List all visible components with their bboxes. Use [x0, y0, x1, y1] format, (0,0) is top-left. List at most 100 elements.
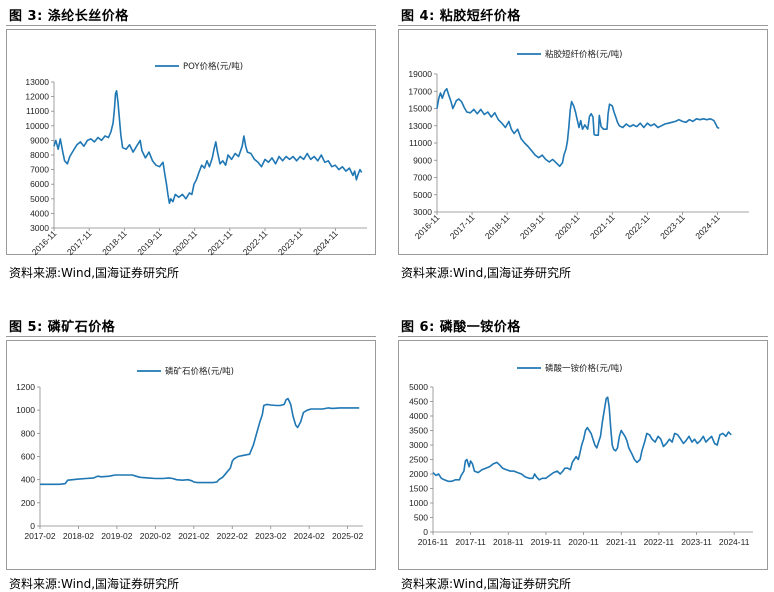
- source-note: 资料来源:Wind,国海证券研究所: [9, 577, 180, 591]
- title-divider: [398, 336, 768, 337]
- y-tick-label: 1500: [409, 484, 428, 494]
- y-tick-label: 8000: [30, 150, 49, 160]
- x-tick-label: 2019-11: [135, 228, 164, 256]
- x-tick-label: 2017-11: [65, 228, 94, 256]
- x-tick-label: 2021-02: [178, 531, 209, 541]
- x-tick-label: 2018-02: [63, 531, 94, 541]
- source-note: 资料来源:Wind,国海证券研究所: [401, 266, 572, 280]
- y-tick-label: 4000: [409, 411, 428, 421]
- y-tick-label: 3000: [409, 440, 428, 450]
- y-tick-label: 17000: [408, 86, 432, 96]
- y-tick-label: 19000: [408, 69, 432, 79]
- y-tick-label: 7000: [30, 165, 49, 175]
- x-tick-label: 2020-11: [568, 537, 599, 547]
- x-tick-label: 2023-11: [276, 228, 305, 256]
- y-tick-label: 1000: [409, 498, 428, 508]
- y-tick-label: 13000: [408, 121, 432, 131]
- y-tick-label: 3000: [30, 223, 49, 233]
- x-tick-label: 2023-11: [658, 212, 687, 241]
- y-tick-label: 3000: [413, 207, 432, 217]
- series-line: [53, 90, 363, 204]
- y-tick-label: 2500: [409, 455, 428, 465]
- x-tick-label: 2020-11: [170, 228, 199, 256]
- x-tick-label: 2017-11: [455, 537, 486, 547]
- chart-area: 0 200 400 600 800 1000 1200 2017-02 2018-02 2019-…: [6, 340, 376, 570]
- figure-title: 图 5: 磷矿石价格: [9, 320, 116, 335]
- chart-area: 0 500 1000 1500 2000 2500 3000 3500 4000 4500 5000…: [398, 340, 768, 570]
- figure-title: 图 3: 涤纶长丝价格: [9, 9, 129, 24]
- y-tick-label: 15000: [408, 104, 432, 114]
- series-line: [436, 87, 720, 168]
- y-tick-label: 3500: [409, 426, 428, 436]
- x-tick-label: 2018-11: [100, 228, 129, 256]
- legend-label: 磷酸一铵价格(元/吨): [545, 363, 623, 374]
- chart-area: 3000 4000 5000 6000 7000 8000 9000 10000 11000 12…: [6, 29, 376, 256]
- x-tick-label: 2018-11: [493, 537, 524, 547]
- x-tick-label: 2019-11: [531, 537, 562, 547]
- x-tick-label: 2019-11: [518, 212, 547, 241]
- y-tick-label: 5000: [409, 382, 428, 392]
- legend-label: 粘胶短纤价格(元/吨): [545, 49, 623, 60]
- y-tick-label: 11000: [26, 106, 49, 116]
- source-note: 资料来源:Wind,国海证券研究所: [401, 577, 572, 591]
- legend-label: POY价格(元/吨): [183, 61, 243, 72]
- y-tick-label: 9000: [413, 155, 432, 165]
- chart-area: 3000 5000 7000 9000 11000 13000 15000 17000 1900…: [398, 29, 768, 255]
- y-tick-label: 7000: [413, 173, 432, 183]
- y-tick-label: 9000: [30, 135, 49, 145]
- x-tick-label: 2022-02: [217, 531, 248, 541]
- y-tick-label: 6000: [30, 179, 49, 189]
- x-tick-label: 2020-02: [140, 531, 171, 541]
- title-divider: [398, 25, 768, 26]
- x-tick-label: 2018-11: [483, 212, 512, 241]
- x-tick-label: 2023-02: [255, 531, 286, 541]
- y-tick-label: 5000: [413, 190, 432, 200]
- y-tick-label: 1200: [16, 382, 35, 392]
- y-tick-label: 5000: [30, 194, 49, 204]
- y-tick-label: 2000: [409, 469, 428, 479]
- poy-price-chart: 3000 4000 5000 6000 7000 8000 9000 10000 11000 12…: [25, 61, 367, 256]
- y-tick-label: 600: [21, 452, 35, 462]
- figure-title: 图 6: 磷酸一铵价格: [401, 320, 521, 335]
- y-tick-label: 4500: [409, 397, 428, 407]
- y-tick-label: 13000: [25, 77, 49, 87]
- y-tick-label: 4000: [30, 208, 49, 218]
- x-tick-label: 2021-11: [606, 537, 637, 547]
- title-divider: [6, 25, 376, 26]
- viscose-price-chart: 3000 5000 7000 9000 11000 13000 15000 17000 1900…: [408, 49, 749, 241]
- x-tick-label: 2017-11: [448, 212, 477, 241]
- x-tick-label: 2017-02: [24, 531, 55, 541]
- figure-title: 图 4: 粘胶短纤价格: [401, 9, 521, 24]
- x-tick-label: 2022-11: [644, 537, 675, 547]
- series-line: [432, 396, 732, 483]
- y-tick-label: 12000: [25, 92, 49, 102]
- series-line: [40, 397, 360, 486]
- y-tick-label: 0: [423, 527, 428, 537]
- x-tick-label: 2021-11: [206, 228, 235, 256]
- x-tick-label: 2020-11: [553, 212, 582, 241]
- x-tick-label: 2024-11: [311, 228, 340, 256]
- y-tick-label: 800: [21, 428, 35, 438]
- y-tick-label: 10000: [25, 121, 49, 131]
- y-tick-label: 400: [21, 475, 35, 485]
- x-tick-label: 2025-02: [332, 531, 363, 541]
- title-divider: [6, 336, 376, 337]
- legend-label: 磷矿石价格(元/吨): [165, 366, 234, 377]
- x-tick-label: 2022-11: [241, 228, 270, 256]
- x-tick-label: 2019-02: [101, 531, 132, 541]
- x-tick-label: 2023-11: [681, 537, 712, 547]
- y-tick-label: 500: [414, 513, 428, 523]
- y-tick-label: 200: [21, 498, 35, 508]
- y-tick-label: 1000: [16, 405, 35, 415]
- x-tick-label: 2021-11: [588, 212, 617, 241]
- phosphate-rock-price-chart: 0 200 400 600 800 1000 1200 2017-02 2018-02 2019-…: [16, 366, 363, 541]
- x-tick-label: 2024-11: [693, 212, 722, 241]
- y-tick-label: 0: [30, 521, 35, 531]
- map-price-chart: 0 500 1000 1500 2000 2500 3000 3500 4000 4500 5000…: [409, 363, 753, 547]
- x-tick-label: 2024-02: [294, 531, 325, 541]
- source-note: 资料来源:Wind,国海证券研究所: [9, 266, 180, 280]
- x-tick-label: 2016-11: [418, 537, 449, 547]
- y-tick-label: 11000: [409, 138, 432, 148]
- x-tick-label: 2022-11: [623, 212, 652, 241]
- x-tick-label: 2024-11: [719, 537, 750, 547]
